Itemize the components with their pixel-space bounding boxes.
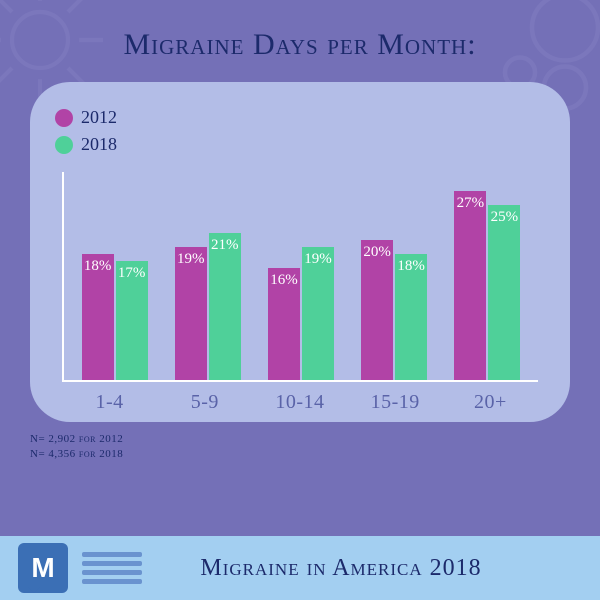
bar: 16% [268, 268, 300, 380]
x-axis-label: 1-4 [74, 391, 146, 414]
bar-value-label: 18% [84, 258, 112, 275]
logo-letter: M [31, 552, 54, 584]
bar: 19% [302, 247, 334, 380]
legend-swatch [55, 136, 73, 154]
note-line: N= 2,902 for 2012 [30, 432, 600, 447]
bar-value-label: 21% [211, 237, 239, 254]
flag-lines-icon [82, 552, 142, 584]
bar: 27% [454, 191, 486, 380]
bar-value-label: 20% [363, 244, 391, 261]
bar: 17% [116, 261, 148, 380]
bar: 21% [209, 233, 241, 380]
x-axis-label: 5-9 [169, 391, 241, 414]
legend-swatch [55, 109, 73, 127]
bar: 20% [361, 240, 393, 380]
bar-group: 16% 19% [265, 247, 337, 380]
chart-panel: 20122018 18%17%19%21%16%19%20%18%27%25% … [30, 82, 570, 422]
bar-value-label: 19% [304, 251, 332, 268]
legend: 2012 2018 [55, 107, 545, 155]
x-axis-label: 10-14 [264, 391, 336, 414]
chart-title: Migraine Days per Month: [0, 0, 600, 62]
bar-value-label: 17% [118, 265, 146, 282]
bar-value-label: 27% [457, 195, 485, 212]
bars-area: 18% 17% 19% 21% 16% 19% 20% 18% 27% 25% [62, 172, 538, 382]
note-line: N= 4,356 for 2018 [30, 447, 600, 462]
legend-item: 2018 [55, 134, 545, 155]
bar-group: 20% 18% [358, 240, 430, 380]
legend-label: 2012 [81, 107, 117, 128]
bar-group: 18% 17% [79, 254, 151, 380]
logo-icon: M [18, 543, 68, 593]
bar-value-label: 25% [491, 209, 519, 226]
bar-value-label: 18% [397, 258, 425, 275]
x-axis: 1-4 5-9 10-14 15-19 20+ [62, 391, 538, 414]
bar-group: 27% 25% [451, 191, 523, 380]
x-axis-label: 20+ [454, 391, 526, 414]
footer: M Migraine in America 2018 [0, 536, 600, 600]
bar: 25% [488, 205, 520, 380]
x-axis-label: 15-19 [359, 391, 431, 414]
bar: 18% [395, 254, 427, 380]
bar-group: 19% 21% [172, 233, 244, 380]
bar: 18% [82, 254, 114, 380]
footer-title: Migraine in America 2018 [142, 555, 600, 582]
legend-label: 2018 [81, 134, 117, 155]
bar-value-label: 19% [177, 251, 205, 268]
bar-value-label: 16% [270, 272, 298, 289]
legend-item: 2012 [55, 107, 545, 128]
bar: 19% [175, 247, 207, 380]
sample-notes: N= 2,902 for 2012N= 4,356 for 2018 [30, 432, 600, 463]
